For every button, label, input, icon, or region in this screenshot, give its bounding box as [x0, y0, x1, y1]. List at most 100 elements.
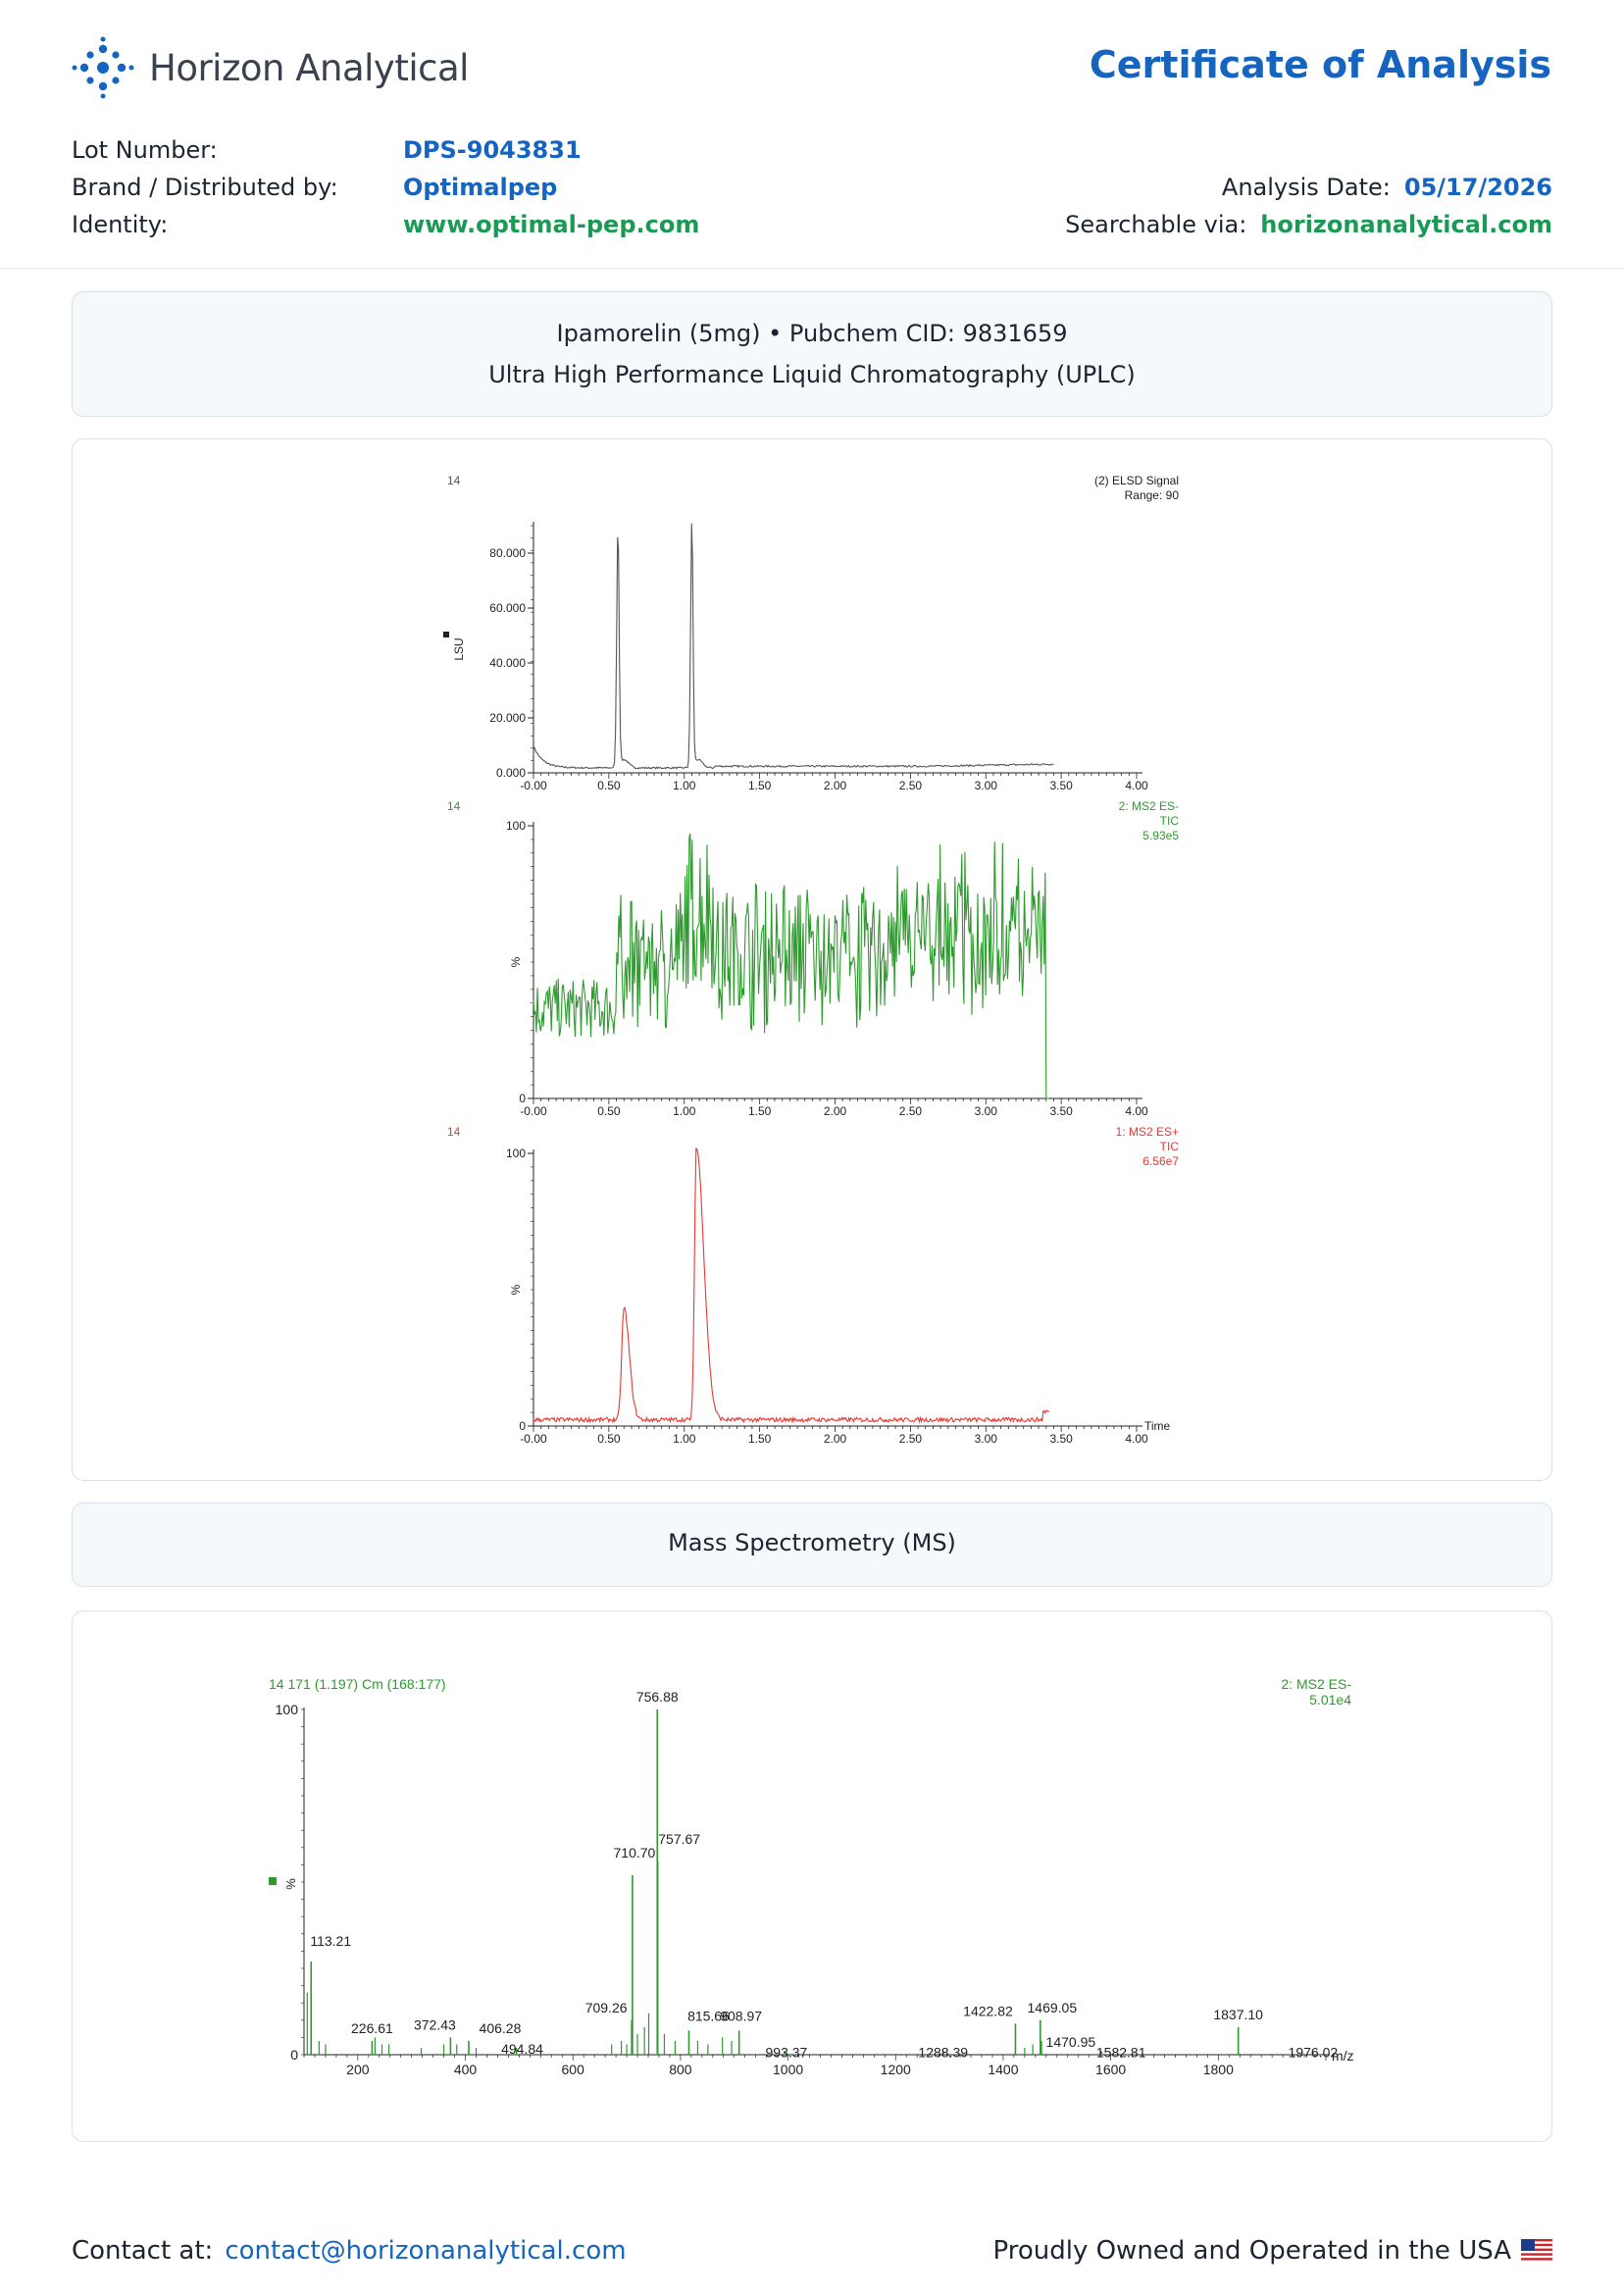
- x-tick-label: 3.00: [975, 1104, 998, 1118]
- lot-number-value: DPS-9043831: [403, 136, 582, 164]
- x-tick-label: 2.00: [824, 1432, 847, 1446]
- analysis-date-row: Analysis Date: 05/17/2026: [1222, 174, 1552, 201]
- footer-contact: Contact at: contact@horizonanalytical.co…: [72, 2236, 627, 2266]
- peak-label: 1470.95: [1046, 2034, 1096, 2050]
- x-axis-label: m/z: [1332, 2048, 1354, 2064]
- spectrum-title: 14 171 (1.197) Cm (168:177): [269, 1676, 446, 1692]
- y-tick-label: 0: [519, 1092, 526, 1105]
- x-tick-label: 0.50: [597, 1104, 621, 1118]
- chromatogram-figure: -0.00 0.50 1.00 1.50 2.00 2.50 3.00 3.50 4.00 0.0…: [443, 474, 1179, 1446]
- x-tick-label: 1.50: [748, 1432, 772, 1446]
- lot-number-label: Lot Number:: [72, 136, 218, 164]
- x-tick-label: 1200: [881, 2062, 911, 2077]
- compound-line: Ipamorelin (5mg) • Pubchem CID: 9831659: [556, 320, 1068, 347]
- x-tick-label: 3.50: [1049, 1104, 1073, 1118]
- peak-label: 709.26: [585, 2000, 628, 2015]
- x-tick-label: 600: [562, 2062, 585, 2077]
- x-tick-label: 1.50: [748, 779, 772, 792]
- x-tick-label: 200: [346, 2062, 370, 2077]
- peak-label: 710.70: [614, 1845, 656, 1861]
- contact-label: Contact at:: [72, 2236, 214, 2266]
- chrom-plot-3: -0.00 0.50 1.00 1.50 2.00 2.50 3.00 3.50 4.00 0 10…: [447, 1125, 1179, 1446]
- x-tick-label: 1.50: [748, 1104, 772, 1118]
- x-tick-label: -0.00: [520, 779, 547, 792]
- y-tick-label: 0: [519, 1419, 526, 1433]
- x-tick-label: 2.00: [824, 779, 847, 792]
- legend-line: TIC: [1160, 814, 1180, 828]
- y-axis-label: LSU: [452, 637, 466, 660]
- ms-spectrum-figure: 200 400 600 800 1000 1200 1400 1600 1800 0 100 m/z%…: [269, 1676, 1354, 2077]
- x-tick-label: 3.50: [1049, 1432, 1073, 1446]
- brand-value: Optimalpep: [403, 174, 558, 201]
- x-tick-label: 4.00: [1125, 779, 1148, 792]
- peak-label: 113.21: [310, 1933, 351, 1949]
- y-tick-label: 40.000: [489, 656, 526, 670]
- y-tick-label: 0.000: [496, 766, 526, 780]
- trace-line: [533, 833, 1049, 1099]
- y-tick-label: 0: [290, 2047, 298, 2063]
- y-tick-label: 100: [506, 1147, 526, 1160]
- ms-spectrum-panel: 200 400 600 800 1000 1200 1400 1600 1800 0 100 m/z%…: [72, 1610, 1552, 2142]
- y-axis-label: %: [509, 1284, 523, 1295]
- contact-email-link[interactable]: contact@horizonanalytical.com: [225, 2236, 627, 2266]
- peak-label: 1837.10: [1213, 2007, 1263, 2022]
- peak-label: 1582.81: [1096, 2044, 1146, 2060]
- panel-label: 14: [447, 799, 461, 813]
- y-axis-label: %: [509, 956, 523, 967]
- legend-line: 2: MS2 ES-: [1281, 1676, 1351, 1692]
- peak-label: 756.88: [636, 1689, 679, 1705]
- x-tick-label: 4.00: [1125, 1104, 1148, 1118]
- y-tick-label: 60.000: [489, 601, 526, 615]
- searchable-row: Searchable via: horizonanalytical.com: [1065, 211, 1552, 238]
- x-tick-label: 0.50: [597, 1432, 621, 1446]
- ms-info-panel: Mass Spectrometry (MS): [72, 1503, 1552, 1587]
- y-axis-label: %: [283, 1878, 298, 1890]
- x-tick-label: 2.00: [824, 1104, 847, 1118]
- analysis-date-label: Analysis Date:: [1221, 174, 1391, 201]
- peak-label: 1422.82: [963, 2003, 1013, 2018]
- x-tick-label: 3.00: [975, 779, 998, 792]
- trace-line: [533, 1147, 1049, 1424]
- x-tick-label: 400: [454, 2062, 478, 2077]
- x-tick-label: 1600: [1095, 2062, 1126, 2077]
- chrom-plot-1: -0.00 0.50 1.00 1.50 2.00 2.50 3.00 3.50 4.00 0.0…: [443, 474, 1179, 792]
- company-name: Horizon Analytical: [149, 46, 469, 89]
- x-tick-label: 2.50: [899, 1432, 923, 1446]
- y-tick-label: 100: [506, 819, 526, 833]
- x-tick-label: 1800: [1203, 2062, 1234, 2077]
- x-tick-label: 1.00: [673, 1104, 696, 1118]
- ms-plot: 200 400 600 800 1000 1200 1400 1600 1800 0 100 m/z%…: [269, 1676, 1354, 2077]
- brand-label: Brand / Distributed by:: [72, 174, 338, 201]
- footer-usa: Proudly Owned and Operated in the USA: [992, 2236, 1552, 2266]
- legend-line: (2) ELSD Signal: [1094, 474, 1179, 487]
- y-tick-label: 100: [276, 1702, 299, 1717]
- peak-label: 1469.05: [1028, 2000, 1078, 2015]
- peak-label: 757.67: [658, 1831, 700, 1847]
- ms-title: Mass Spectrometry (MS): [668, 1529, 956, 1556]
- x-tick-label: 800: [669, 2062, 692, 2077]
- identity-link[interactable]: www.optimal-pep.com: [403, 211, 700, 238]
- x-tick-label: 3.50: [1049, 779, 1073, 792]
- legend-line: 1: MS2 ES+: [1116, 1125, 1179, 1139]
- searchable-label: Searchable via:: [1065, 211, 1247, 238]
- ylabel-marker-icon: [269, 1877, 277, 1885]
- y-tick-label: 80.000: [489, 546, 526, 560]
- peak-label: 226.61: [351, 2020, 393, 2036]
- peak-label: 1976.02: [1289, 2044, 1339, 2060]
- searchable-link[interactable]: horizonanalytical.com: [1260, 211, 1552, 238]
- peak-label: 993.37: [766, 2044, 808, 2060]
- x-tick-label: -0.00: [520, 1104, 547, 1118]
- legend-line: 2: MS2 ES-: [1119, 799, 1179, 813]
- x-tick-label: 1.00: [673, 1432, 696, 1446]
- panel-label: 14: [447, 1125, 461, 1139]
- trace-line: [533, 523, 1054, 770]
- chromatogram-panel: -0.00 0.50 1.00 1.50 2.00 2.50 3.00 3.50 4.00 0.0…: [72, 438, 1552, 1481]
- x-tick-label: 2.50: [899, 779, 923, 792]
- x-tick-label: 1000: [773, 2062, 803, 2077]
- company-logo: Horizon Analytical: [71, 33, 469, 102]
- logo-mark-icon: [72, 36, 134, 99]
- legend-line: 6.56e7: [1142, 1154, 1179, 1168]
- usa-text: Proudly Owned and Operated in the USA: [992, 2236, 1511, 2266]
- chrom-plot-2: -0.00 0.50 1.00 1.50 2.00 2.50 3.00 3.50 4.00 0 10…: [447, 799, 1179, 1118]
- x-tick-label: 2.50: [899, 1104, 923, 1118]
